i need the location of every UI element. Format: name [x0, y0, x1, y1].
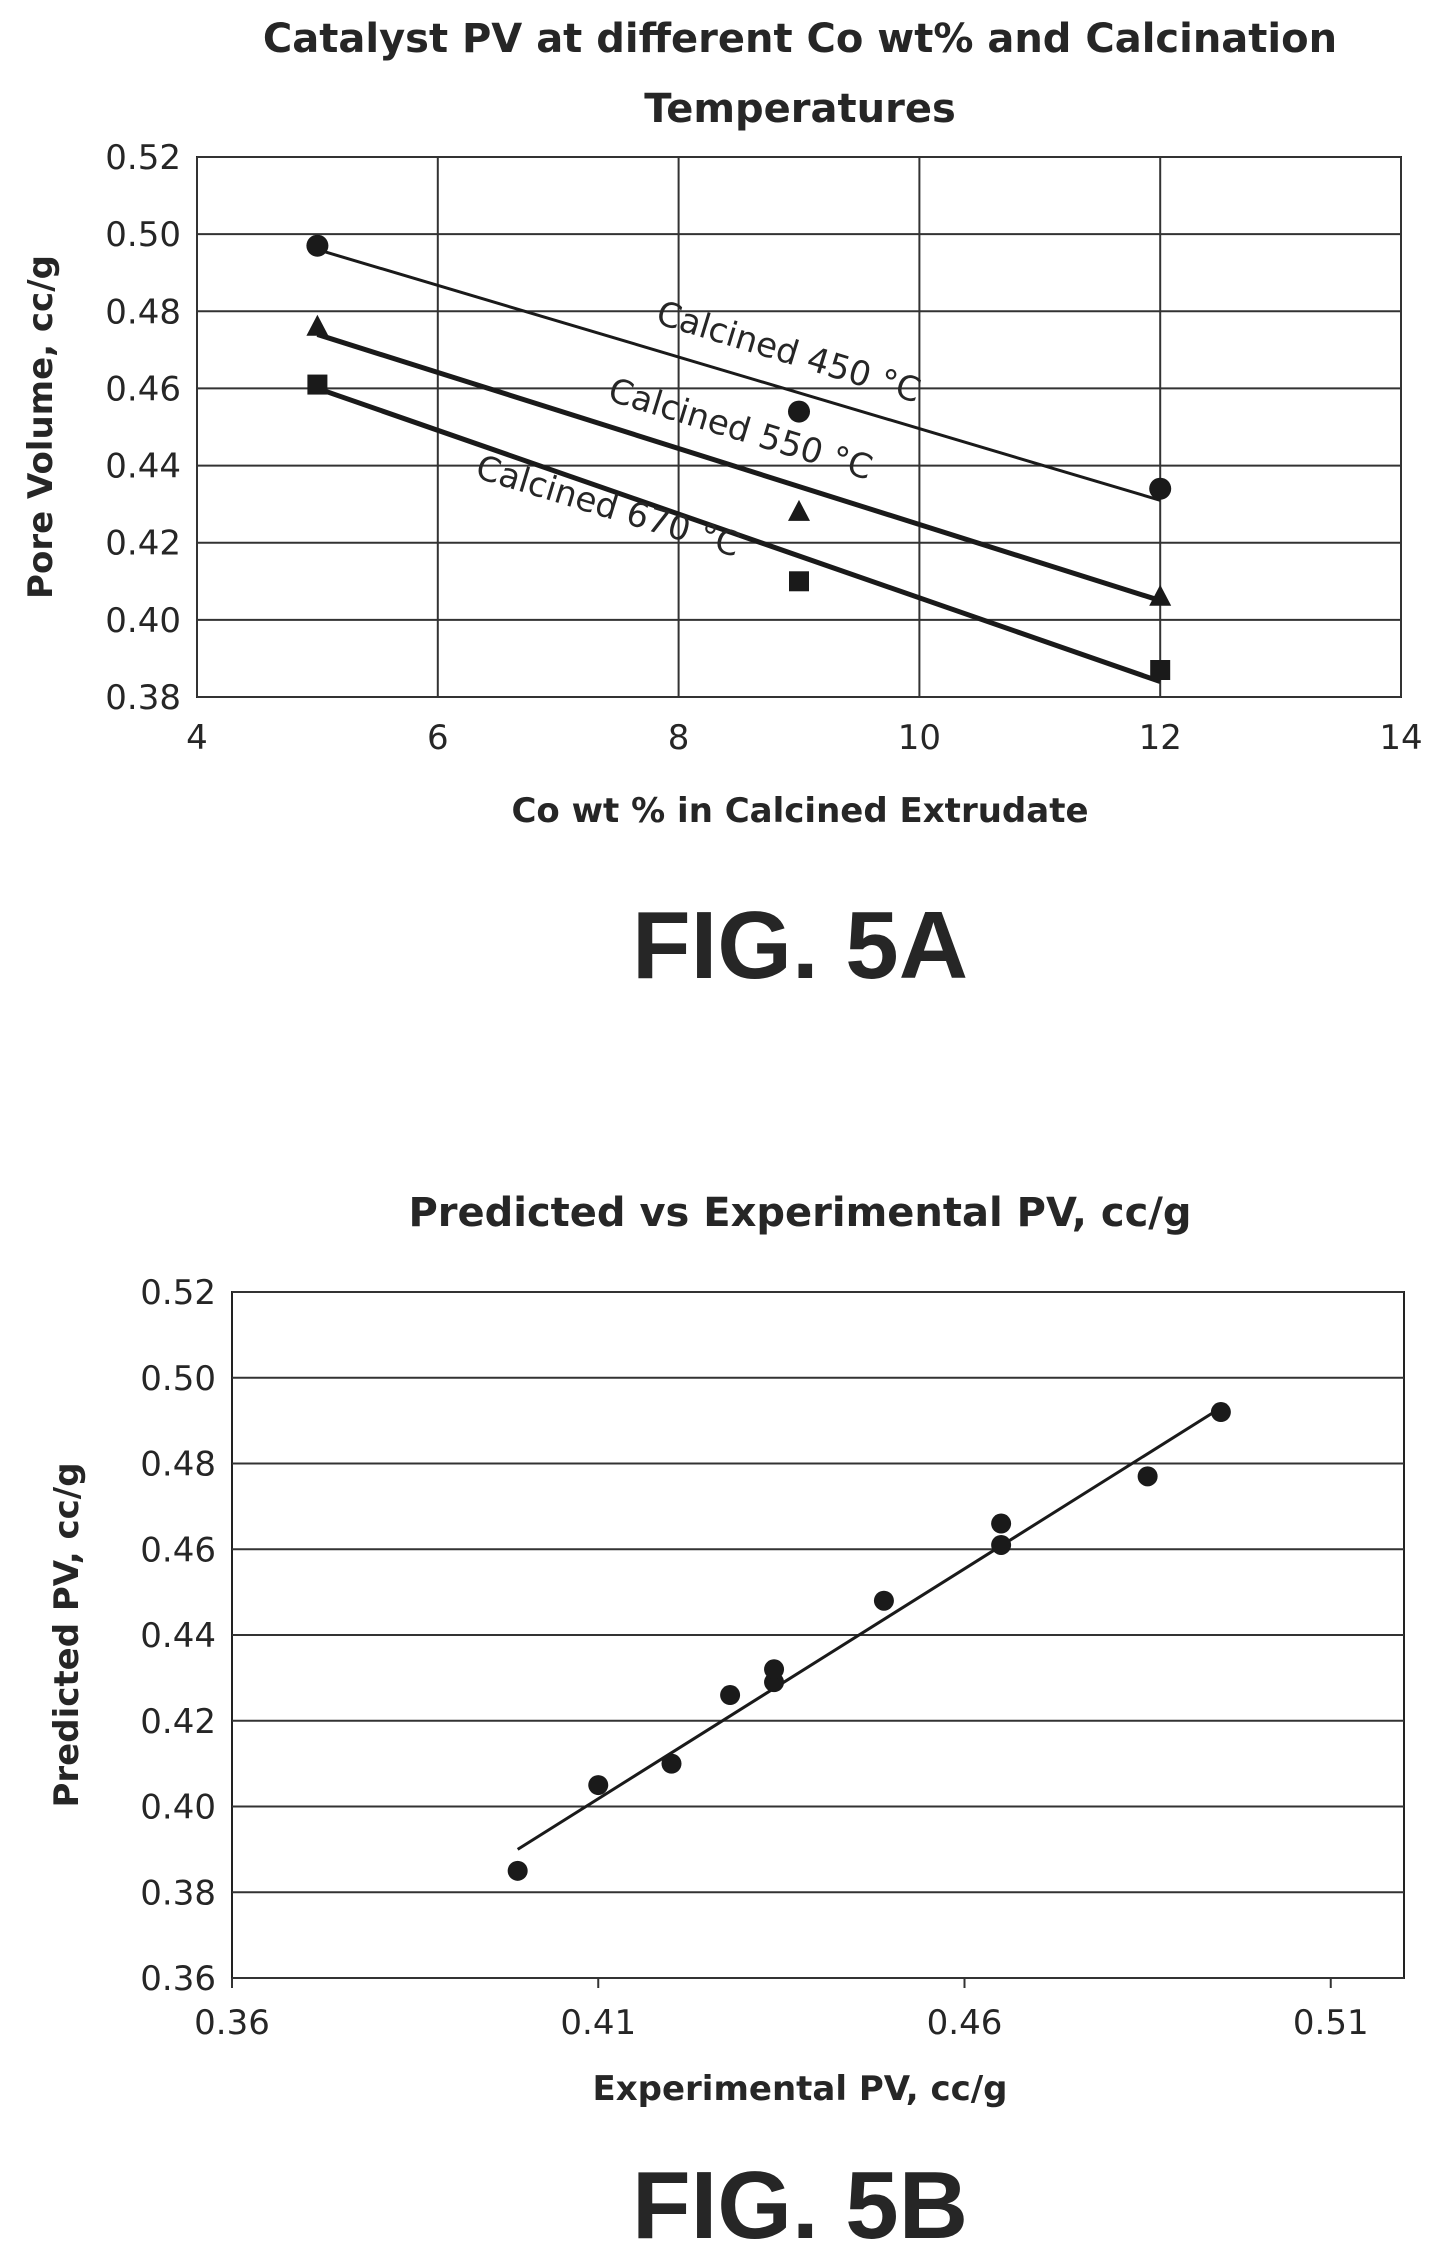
chart-5b-y-tick-label: 0.52 [140, 1273, 216, 1313]
chart-5a-x-tick-label: 8 [668, 718, 690, 758]
chart-5b-y-tick-label: 0.50 [140, 1359, 216, 1399]
chart-5a-y-tick-label: 0.50 [105, 215, 181, 255]
chart-5b-x-tick-label: 0.51 [1293, 2003, 1369, 2043]
chart-5a-x-tick-label: 6 [427, 718, 449, 758]
chart-5b-point [991, 1534, 1012, 1555]
chart-5a-y-tick-label: 0.48 [105, 292, 181, 332]
chart-5b: Predicted vs Experimental PV, cc/g 0.360… [47, 1190, 1405, 2249]
chart-5b-y-tick-label: 0.36 [140, 1959, 216, 1999]
chart-5a-point-circle [306, 234, 329, 257]
chart-5b-point [873, 1590, 894, 1611]
chart-5a-y-ticks: 0.38 0.40 0.42 0.44 0.46 0.48 0.50 0.52 [105, 138, 181, 718]
chart-5b-points [507, 1402, 1231, 1881]
chart-5b-point [1210, 1402, 1231, 1423]
chart-5a-x-ticks: 4 6 8 10 12 14 [186, 718, 1422, 758]
chart-5b-y-ticks: 0.36 0.38 0.40 0.42 0.44 0.46 0.48 0.50 0.52 [140, 1273, 216, 1999]
chart-5a-title-line2: Temperatures [644, 86, 956, 132]
chart-5a-point-triangle [306, 314, 329, 336]
chart-5a-title-line1: Catalyst PV at different Co wt% and Calc… [263, 16, 1337, 62]
chart-5a-trendline-circle [316, 248, 1161, 502]
chart-5a-point-triangle [1149, 584, 1172, 606]
chart-5a-point-square [307, 374, 328, 395]
chart-5b-y-tick-label: 0.44 [140, 1616, 216, 1656]
chart-5a-trendline-triangle [316, 332, 1161, 603]
chart-5a-trendline-square [316, 386, 1162, 684]
chart-5a-trendlines [316, 248, 1162, 684]
chart-5a-y-tick-label: 0.44 [105, 447, 181, 487]
chart-5a-point-circle [788, 400, 810, 423]
chart-5a-point-square [789, 571, 809, 592]
chart-5b-x-ticks: 0.36 0.41 0.46 0.51 [194, 2003, 1368, 2043]
chart-5a-y-tick-label: 0.40 [105, 601, 181, 641]
chart-5b-y-tick-label: 0.48 [140, 1445, 216, 1485]
chart-5b-y-tick-label: 0.46 [140, 1530, 216, 1570]
chart-5b-point [720, 1685, 741, 1706]
chart-5a-y-tick-label: 0.42 [105, 524, 181, 564]
chart-5b-point [991, 1513, 1012, 1534]
chart-5b-x-axis-label: Experimental PV, cc/g [592, 2069, 1007, 2109]
chart-5b-point [588, 1775, 609, 1796]
chart-5b-x-tick-label: 0.41 [560, 2003, 636, 2043]
chart-5b-trendline [516, 1406, 1222, 1851]
chart-5b-point [507, 1860, 528, 1881]
chart-5b-x-tick-label: 0.46 [927, 2003, 1003, 2043]
chart-5b-trendline [516, 1406, 1222, 1851]
chart-5a-x-tick-label: 4 [186, 718, 208, 758]
chart-5a-x-tick-label: 12 [1139, 718, 1182, 758]
chart-5b-y-tick-label: 0.38 [140, 1873, 216, 1913]
chart-5b-point [764, 1659, 785, 1680]
chart-5a-x-tick-label: 10 [898, 718, 941, 758]
chart-5b-point [1137, 1466, 1158, 1487]
chart-5a-point-square [1150, 660, 1171, 680]
chart-5a-x-tick-label: 14 [1379, 718, 1422, 758]
chart-5a: Catalyst PV at different Co wt% and Calc… [21, 16, 1423, 999]
chart-5a-points [306, 234, 1172, 680]
chart-5b-x-tick-label: 0.36 [194, 2003, 270, 2043]
chart-5b-figure-label: FIG. 5B [632, 2152, 968, 2249]
chart-5a-x-axis-label: Co wt % in Calcined Extrudate [511, 791, 1088, 831]
chart-5a-y-tick-label: 0.52 [105, 138, 181, 178]
chart-5a-gridlines [196, 156, 1402, 698]
chart-5a-figure-label: FIG. 5A [632, 892, 968, 999]
chart-5b-y-tick-label: 0.40 [140, 1788, 216, 1828]
chart-5a-point-triangle [788, 499, 810, 521]
chart-5a-y-axis-label: Pore Volume, cc/g [21, 255, 61, 599]
chart-5b-point [661, 1753, 682, 1774]
chart-5b-title: Predicted vs Experimental PV, cc/g [408, 1190, 1191, 1236]
chart-5a-point-circle [1149, 477, 1172, 500]
chart-5b-y-tick-label: 0.42 [140, 1702, 216, 1742]
chart-5b-y-axis-label: Predicted PV, cc/g [47, 1462, 87, 1807]
chart-5b-gridlines [231, 1291, 1404, 1988]
chart-5a-y-tick-label: 0.38 [105, 678, 181, 718]
chart-5a-y-tick-label: 0.46 [105, 369, 181, 409]
